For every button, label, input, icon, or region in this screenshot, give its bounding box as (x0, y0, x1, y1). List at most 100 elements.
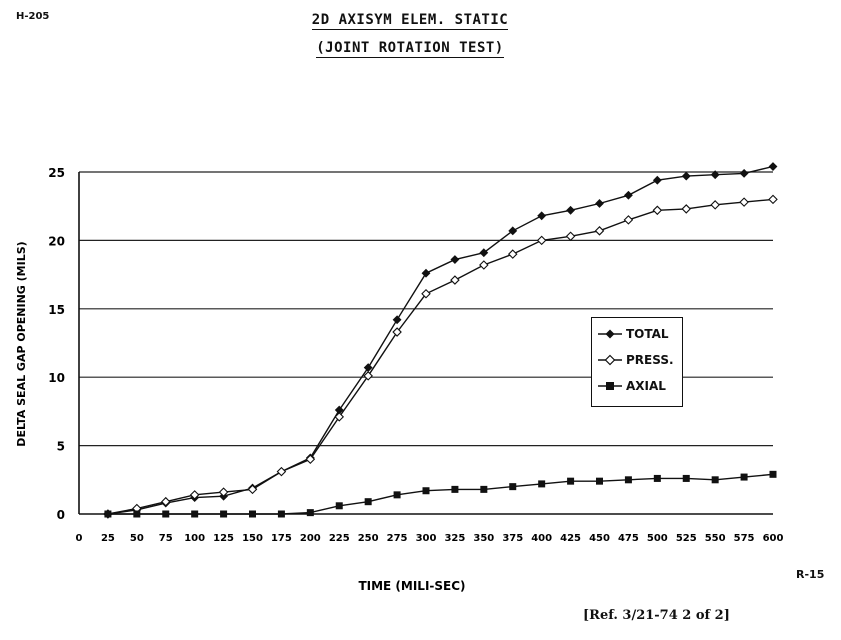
data-point-axial-450 (596, 477, 603, 485)
data-point-axial-225 (335, 502, 343, 510)
x-tick-label-500: 500 (647, 533, 668, 544)
x-tick-label-225: 225 (329, 533, 350, 544)
x-tick-label-275: 275 (387, 533, 408, 544)
series-line-total (107, 165, 774, 515)
x-tick-label-450: 450 (589, 533, 610, 544)
data-point-axial-275 (393, 491, 401, 499)
data-point-total-575 (739, 168, 749, 178)
x-tick-label-250: 250 (358, 533, 379, 544)
x-tick-label-125: 125 (213, 533, 234, 544)
data-point-total-300 (421, 268, 431, 278)
x-tick-label-550: 550 (705, 533, 726, 544)
x-tick-label-300: 300 (416, 533, 437, 544)
data-point-axial-375 (509, 483, 517, 491)
x-tick-label-50: 50 (130, 533, 144, 544)
y-tick-label-15: 15 (48, 303, 65, 317)
y-tick-label-5: 5 (57, 440, 65, 454)
y-tick-label-0: 0 (57, 508, 65, 522)
data-point-total-550 (710, 170, 720, 180)
data-point-press-275 (392, 327, 402, 337)
data-point-axial-100 (191, 510, 199, 518)
x-tick-label-25: 25 (101, 533, 115, 544)
data-point-press-325 (450, 275, 460, 285)
x-tick-label-425: 425 (560, 533, 581, 544)
data-point-total-475 (623, 190, 633, 200)
chart-subtitle: (JOINT ROTATION TEST) (316, 40, 504, 58)
data-point-press-425 (565, 231, 576, 242)
data-point-axial-600 (769, 470, 777, 478)
reference-note: [Ref. 3/21-74 2 of 2] (583, 608, 730, 623)
x-tick-label-150: 150 (242, 533, 263, 544)
data-point-press-450 (594, 226, 605, 236)
data-point-axial-200 (306, 509, 314, 517)
data-point-press-575 (739, 197, 749, 207)
x-tick-label-100: 100 (184, 533, 205, 544)
series-line-press (107, 198, 774, 515)
data-point-press-600 (768, 194, 778, 205)
y-tick-label-20: 20 (48, 234, 65, 248)
chart-legend: TOTAL PRESS. AXIAL (591, 317, 683, 407)
data-point-axial-325 (451, 485, 459, 493)
filled-square-icon (598, 382, 622, 390)
data-point-axial-50 (133, 510, 141, 518)
data-point-total-425 (566, 205, 576, 215)
data-point-press-125 (218, 487, 229, 497)
x-tick-label-325: 325 (444, 533, 465, 544)
x-tick-label-175: 175 (271, 533, 292, 544)
data-point-press-200 (305, 454, 316, 465)
filled-diamond-icon (598, 329, 622, 339)
x-tick-label-200: 200 (300, 533, 321, 544)
x-tick-label-350: 350 (473, 533, 494, 544)
y-axis-label: DELTA SEAL GAP OPENING (MILS) (15, 241, 28, 446)
chart-title: 2D AXISYM ELEM. STATIC (311, 12, 509, 30)
data-point-press-500 (652, 205, 663, 216)
chart-title-block: 2D AXISYM ELEM. STATIC (JOINT ROTATION T… (240, 12, 580, 68)
x-tick-label-600: 600 (763, 533, 784, 544)
data-point-axial-400 (538, 480, 546, 488)
data-markers (103, 162, 778, 519)
y-tick-label-10: 10 (48, 371, 65, 385)
data-point-total-450 (595, 199, 604, 208)
data-point-press-175 (276, 466, 287, 477)
data-point-axial-550 (711, 476, 719, 484)
data-point-axial-425 (567, 477, 575, 485)
data-point-total-275 (392, 315, 402, 325)
data-point-total-500 (652, 175, 662, 185)
document-id: H-205 (16, 11, 50, 22)
data-point-press-250 (363, 371, 373, 381)
open-diamond-icon (598, 354, 622, 366)
data-point-press-400 (536, 235, 547, 246)
data-point-axial-475 (624, 476, 632, 484)
data-point-axial-250 (364, 498, 372, 506)
data-point-total-350 (479, 248, 489, 258)
data-point-axial-300 (422, 487, 430, 495)
x-axis-label: TIME (MILI-SEC) (358, 579, 465, 593)
data-point-total-600 (768, 162, 778, 171)
data-point-total-525 (681, 171, 691, 181)
x-tick-label-400: 400 (531, 533, 552, 544)
legend-entry-axial: AXIAL (598, 377, 666, 395)
legend-entry-total: TOTAL (598, 325, 669, 343)
legend-label-total: TOTAL (626, 327, 669, 341)
series-lines (107, 165, 774, 515)
data-point-press-525 (681, 204, 692, 214)
data-point-total-325 (450, 255, 460, 264)
data-point-total-400 (537, 211, 547, 221)
data-point-axial-175 (277, 510, 285, 518)
x-tick-label-575: 575 (734, 533, 755, 544)
legend-entry-press: PRESS. (598, 351, 674, 369)
data-point-press-150 (247, 484, 258, 495)
x-tick-label-75: 75 (159, 533, 173, 544)
page-code: R-15 (796, 568, 825, 581)
data-point-axial-25 (104, 510, 112, 518)
data-point-press-300 (421, 288, 431, 299)
data-point-press-475 (623, 215, 634, 225)
x-tick-label-525: 525 (676, 533, 697, 544)
data-point-axial-150 (249, 510, 256, 518)
series-line-axial (107, 473, 774, 515)
y-tick-label-25: 25 (48, 166, 65, 180)
data-point-axial-525 (682, 474, 690, 482)
data-point-axial-575 (740, 473, 748, 481)
tick-labels: 0 25 50 75 100 125 150 175 200 225 250 275 300 325 350… (48, 166, 783, 544)
data-point-axial-75 (162, 510, 170, 518)
